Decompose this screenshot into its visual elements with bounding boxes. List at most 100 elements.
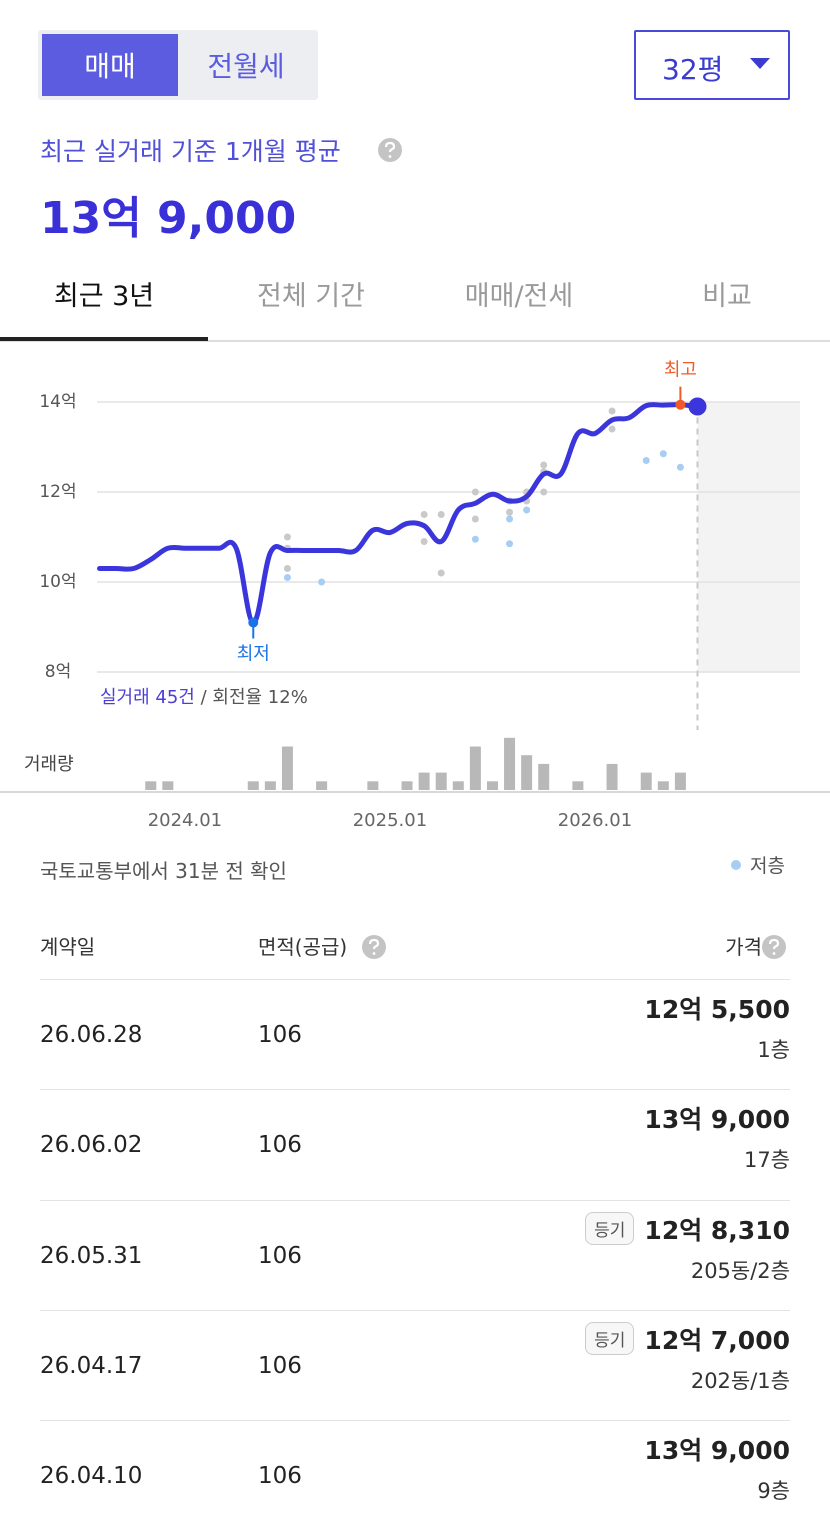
table-header: 가격 <box>725 935 762 959</box>
trade-dot <box>506 515 514 523</box>
summary-label: 최근 실거래 기준 1개월 평균 <box>40 137 341 166</box>
area: 106 <box>258 1022 302 1048</box>
volume-bar <box>657 781 669 790</box>
volume-bar <box>452 781 464 790</box>
price-line: 12억 5,500 <box>644 990 790 1026</box>
volume-bar <box>401 781 413 790</box>
table-row[interactable]: 26.06.02 106 13억 9,000 17층 <box>40 1089 790 1200</box>
price: 12억 5,500 <box>644 995 790 1024</box>
registry-tag: 등기 <box>585 1322 635 1356</box>
help-icon[interactable] <box>761 934 787 960</box>
trade-dot <box>540 488 548 496</box>
volume-bar <box>145 781 157 790</box>
volume-bar <box>521 755 533 790</box>
trade-dot <box>642 457 650 464</box>
floor: 17층 <box>743 1148 790 1173</box>
trade-dot <box>471 515 479 523</box>
volume-bar <box>316 781 328 790</box>
turnover: / 회전율 12% <box>201 687 308 708</box>
min-label: 최저 <box>237 644 270 665</box>
deal-tab[interactable]: 전월세 <box>207 50 285 83</box>
size-dropdown[interactable]: 32평 <box>634 30 790 100</box>
volume-bar <box>162 781 174 790</box>
trade-dot <box>283 533 291 541</box>
area: 106 <box>258 1242 302 1269</box>
min-point <box>248 617 259 628</box>
size-value: 32평 <box>662 53 724 86</box>
floor: 9층 <box>757 1479 790 1504</box>
price: 13억 9,000 <box>644 1105 790 1135</box>
x-tick-label: 2024.01 <box>148 810 222 831</box>
volume-bar <box>281 746 293 790</box>
price: 12억 8,310 <box>644 1215 790 1245</box>
contract-date: 26.04.10 <box>40 1463 143 1490</box>
deal-tab[interactable]: 매매 <box>42 34 178 96</box>
y-tick-label: 12억 <box>39 482 76 502</box>
summary-price: 13억 9,000 <box>40 193 297 244</box>
trade-dot <box>437 511 445 518</box>
volume-bar <box>674 772 686 790</box>
area: 106 <box>258 1463 302 1490</box>
floor: 205동/2층 <box>690 1258 790 1283</box>
table-header: 계약일 <box>40 935 96 959</box>
trade-dot <box>540 461 548 469</box>
volume-bar <box>486 781 498 790</box>
max-label: 최고 <box>664 360 697 381</box>
contract-date: 26.04.17 <box>40 1352 143 1379</box>
contract-date: 26.05.31 <box>40 1242 143 1269</box>
table-row[interactable]: 26.04.17 106 등기 12억 7,000 202동/1층 <box>40 1309 790 1421</box>
y-tick-label: 8억 <box>45 662 71 682</box>
volume-bar <box>606 763 618 790</box>
volume-bar <box>264 781 276 790</box>
price-chart: 거래량 실거래 45건 / 회전율 12% 8억 10억 12억 14억 2024.01… <box>0 360 830 831</box>
contract-date: 26.06.28 <box>40 1022 143 1048</box>
volume-bar <box>572 781 584 790</box>
volume-bar <box>504 737 516 790</box>
y-tick-label: 10억 <box>39 572 76 592</box>
floor: 202동/1층 <box>690 1368 790 1393</box>
volume-bar <box>538 763 550 790</box>
help-icon[interactable] <box>361 934 387 960</box>
x-tick-label: 2026.01 <box>558 810 632 831</box>
trade-dot <box>318 578 326 586</box>
trade-dot <box>420 538 428 545</box>
trade-dot <box>608 407 616 415</box>
trade-count: 실거래 45건 <box>100 687 195 708</box>
period-tab[interactable]: 비교 <box>702 281 752 312</box>
future-area <box>697 402 800 672</box>
y-tick-label: 14억 <box>39 392 76 412</box>
help-icon[interactable] <box>377 137 403 163</box>
period-tab[interactable]: 전체 기간 <box>257 281 365 312</box>
legend-swatch <box>731 859 741 870</box>
legend: 저층 <box>730 851 785 878</box>
volume-bar <box>247 781 259 790</box>
table-row[interactable]: 26.05.31 106 등기 12억 8,310 205동/2층 <box>40 1199 790 1311</box>
trade-dot <box>283 565 291 572</box>
volume-label: 거래량 <box>24 754 74 775</box>
period-tab[interactable]: 매매/전세 <box>464 281 574 312</box>
volume-bar <box>435 772 447 790</box>
price: 13억 9,000 <box>644 1436 790 1466</box>
registry-tag: 등기 <box>585 1212 635 1246</box>
price-line <box>97 402 700 626</box>
price-line: 13억 9,000 <box>644 1100 790 1136</box>
price: 12억 7,000 <box>644 1325 790 1355</box>
volume-bar <box>418 772 430 790</box>
trade-dot <box>523 506 531 514</box>
table-row[interactable]: 26.04.10 106 13억 9,000 9층 <box>40 1420 790 1530</box>
trade-dot <box>676 463 684 471</box>
price-line: 등기 12억 8,310 <box>585 1211 790 1247</box>
volume-bar <box>367 781 379 790</box>
floor: 1층 <box>757 1038 790 1062</box>
area: 106 <box>258 1352 302 1379</box>
volume-bar <box>469 746 481 790</box>
legend-label: 저층 <box>750 855 785 877</box>
trade-dot <box>506 508 514 516</box>
period-tab[interactable]: 최근 3년 <box>53 281 155 312</box>
trade-dot <box>471 535 479 543</box>
table-row[interactable]: 26.06.28 106 12억 5,500 1층 <box>40 979 790 1090</box>
max-point <box>675 399 686 410</box>
trade-dot <box>420 511 428 518</box>
trade-dot <box>471 488 479 496</box>
